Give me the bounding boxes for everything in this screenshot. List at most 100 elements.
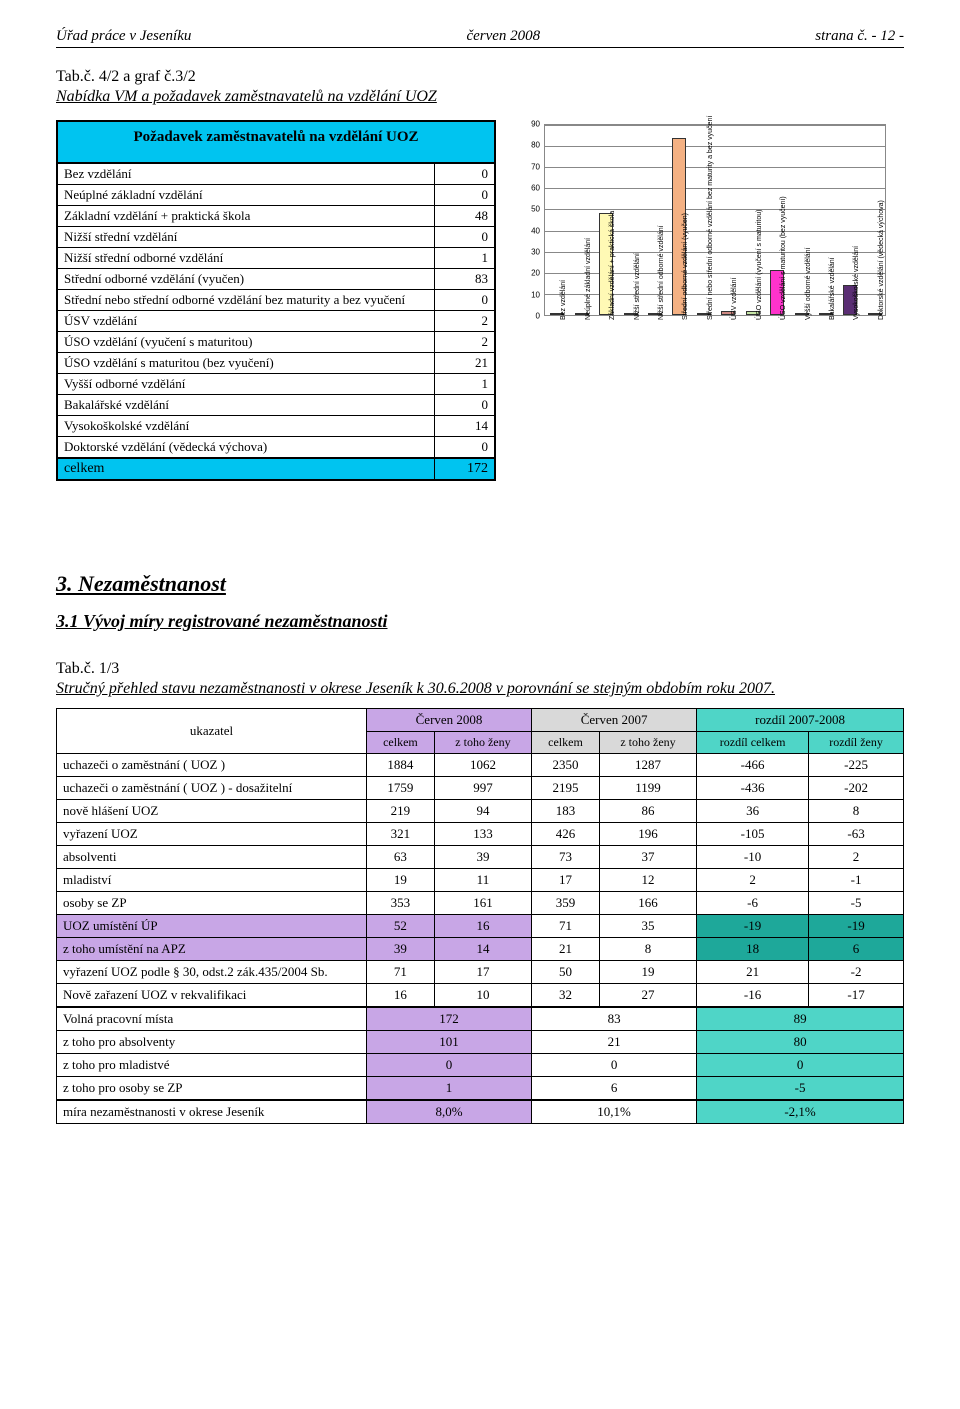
row-cell: 353 xyxy=(367,892,435,915)
row-cell: 183 xyxy=(532,800,600,823)
chart-y-tick-label: 70 xyxy=(520,162,540,171)
table-row: Střední nebo střední odborné vzdělání be… xyxy=(58,290,494,311)
row-cell: 172 xyxy=(367,1007,532,1031)
table-row: ÚSV vzdělání2 xyxy=(58,311,494,332)
chart-y-tick-label: 10 xyxy=(520,290,540,299)
table-row: mladiství191117122-1 xyxy=(57,869,904,892)
row-label: z toho pro absolventy xyxy=(57,1031,367,1054)
row-cell: 52 xyxy=(367,915,435,938)
row-cell: 1287 xyxy=(599,754,696,777)
chart-y-tick-label: 40 xyxy=(520,226,540,235)
chart-gridline xyxy=(545,188,885,189)
row-label: Neúplné základní vzdělání xyxy=(58,185,434,206)
chart-y-tick-label: 80 xyxy=(520,141,540,150)
row-value: 48 xyxy=(434,206,494,227)
row-label: absolventi xyxy=(57,846,367,869)
education-table-body: Bez vzdělání0Neúplné základní vzdělání0Z… xyxy=(58,164,494,479)
table-row: Nově zařazení UOZ v rekvalifikaci1610322… xyxy=(57,984,904,1008)
table-row: Vyšší odborné vzdělání1 xyxy=(58,374,494,395)
row-label: Doktorské vzdělání (vědecká výchova) xyxy=(58,437,434,459)
table-row: uchazeči o zaměstnání ( UOZ ) - dosažite… xyxy=(57,777,904,800)
table-row: Doktorské vzdělání (vědecká výchova)0 xyxy=(58,437,494,459)
table-row-merged: z toho pro mladistvé000 xyxy=(57,1054,904,1077)
row-cell: 32 xyxy=(532,984,600,1008)
row-cell: 63 xyxy=(367,846,435,869)
row-value: 83 xyxy=(434,269,494,290)
row-label: z toho umístění na APZ xyxy=(57,938,367,961)
row-cell: -2,1% xyxy=(697,1100,904,1124)
total-label: celkem xyxy=(58,458,434,479)
row-value: 21 xyxy=(434,353,494,374)
row-cell: 36 xyxy=(697,800,809,823)
table-row: UOZ umístění ÚP52167135-19-19 xyxy=(57,915,904,938)
table-total-row: celkem172 xyxy=(58,458,494,479)
col-2008-celkem: celkem xyxy=(367,732,435,754)
col-group-2007: Červen 2007 xyxy=(532,709,697,732)
row-cell: 2350 xyxy=(532,754,600,777)
row-cell: -19 xyxy=(809,915,904,938)
row-label: uchazeči o zaměstnání ( UOZ ) xyxy=(57,754,367,777)
col-2007-zeny: z toho ženy xyxy=(599,732,696,754)
col-group-diff: rozdíl 2007-2008 xyxy=(697,709,904,732)
table-row: absolventi63397337-102 xyxy=(57,846,904,869)
table-row: Bakalářské vzdělání0 xyxy=(58,395,494,416)
row-label: uchazeči o zaměstnání ( UOZ ) - dosažite… xyxy=(57,777,367,800)
table-row: Nižší střední vzdělání0 xyxy=(58,227,494,248)
row-cell: 1884 xyxy=(367,754,435,777)
row-cell: 37 xyxy=(599,846,696,869)
row-cell: 11 xyxy=(434,869,531,892)
row-label: Vyšší odborné vzdělání xyxy=(58,374,434,395)
row-value: 0 xyxy=(434,395,494,416)
row-cell: 39 xyxy=(434,846,531,869)
row-cell: 16 xyxy=(434,915,531,938)
subtitle-1: Nabídka VM a požadavek zaměstnavatelů na… xyxy=(56,88,904,106)
row-cell: 21 xyxy=(697,961,809,984)
education-table: Požadavek zaměstnavatelů na vzdělání UOZ… xyxy=(56,120,496,481)
row-cell: 10,1% xyxy=(532,1100,697,1124)
row-cell: 86 xyxy=(599,800,696,823)
table-row: Bez vzdělání0 xyxy=(58,164,494,185)
row-value: 1 xyxy=(434,374,494,395)
row-label: Nižší střední odborné vzdělání xyxy=(58,248,434,269)
row-cell: 1062 xyxy=(434,754,531,777)
table-row: nově hlášení UOZ2199418386368 xyxy=(57,800,904,823)
col-ukazatel: ukazatel xyxy=(57,709,367,754)
row-label: Nižší střední vzdělání xyxy=(58,227,434,248)
row-cell: 219 xyxy=(367,800,435,823)
row-cell: 19 xyxy=(599,961,696,984)
row-cell: 1199 xyxy=(599,777,696,800)
row-cell: 8 xyxy=(599,938,696,961)
col-diff-zeny: rozdíl ženy xyxy=(809,732,904,754)
row-cell: 14 xyxy=(434,938,531,961)
row-cell: -5 xyxy=(809,892,904,915)
chart-gridline xyxy=(545,146,885,147)
row-cell: -436 xyxy=(697,777,809,800)
row-cell: 27 xyxy=(599,984,696,1008)
chart-x-tick-label: Doktorské vzdělání (vědecká výchova) xyxy=(878,296,958,320)
row-cell: 0 xyxy=(367,1054,532,1077)
chart-y-tick-label: 50 xyxy=(520,205,540,214)
row-value: 2 xyxy=(434,311,494,332)
col-2007-celkem: celkem xyxy=(532,732,600,754)
table-row: osoby se ZP353161359166-6-5 xyxy=(57,892,904,915)
row-label: míra nezaměstnanosti v okrese Jeseník xyxy=(57,1100,367,1124)
row-cell: 80 xyxy=(697,1031,904,1054)
row-cell: 2195 xyxy=(532,777,600,800)
row-label: z toho pro mladistvé xyxy=(57,1054,367,1077)
row-cell: 71 xyxy=(532,915,600,938)
row-label: Střední odborné vzdělání (vyučen) xyxy=(58,269,434,290)
row-value: 2 xyxy=(434,332,494,353)
row-value: 0 xyxy=(434,290,494,311)
row-label: Bez vzdělání xyxy=(58,164,434,185)
row-cell: 17 xyxy=(532,869,600,892)
header-right: strana č. - 12 - xyxy=(815,28,904,45)
row-label: ÚSO vzdělání (vyučení s maturitou) xyxy=(58,332,434,353)
table-row: ÚSO vzdělání (vyučení s maturitou)2 xyxy=(58,332,494,353)
doc-header: Úřad práce v Jeseníku červen 2008 strana… xyxy=(56,28,904,48)
table-footer-row: míra nezaměstnanosti v okrese Jeseník8,0… xyxy=(57,1100,904,1124)
row-cell: 196 xyxy=(599,823,696,846)
chart-y-tick-label: 60 xyxy=(520,184,540,193)
row-label: ÚSV vzdělání xyxy=(58,311,434,332)
row-value: 0 xyxy=(434,185,494,206)
chart-gridline xyxy=(545,252,885,253)
